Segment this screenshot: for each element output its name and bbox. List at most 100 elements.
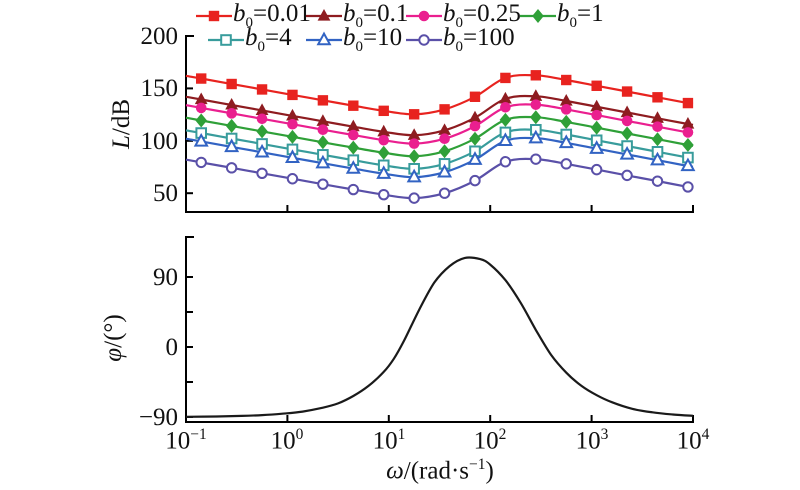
triangle-open-marker-icon bbox=[497, 132, 513, 146]
triangle-filled-marker-icon bbox=[529, 89, 543, 101]
legend-marker-square-filled-icon bbox=[196, 10, 232, 22]
square-filled-marker-icon bbox=[652, 92, 663, 103]
circle-open-marker-icon bbox=[560, 158, 572, 170]
magnitude-y-axis-label: L/dB bbox=[108, 99, 136, 149]
square-filled-marker-icon bbox=[256, 84, 268, 95]
circle-filled-marker-icon bbox=[591, 109, 602, 121]
diamond-filled-marker-icon bbox=[347, 140, 360, 155]
x-tick-label-10e4: 104 bbox=[676, 426, 710, 455]
circle-open-marker-icon bbox=[651, 175, 664, 187]
circle-filled-marker-icon bbox=[256, 113, 268, 125]
triangle-open-marker-icon bbox=[650, 151, 665, 166]
phase-ytick-label--90: −90 bbox=[138, 404, 178, 431]
diamond-filled-marker-icon bbox=[621, 126, 633, 141]
circle-filled-marker-icon bbox=[317, 124, 329, 135]
circle-open-marker-icon bbox=[438, 187, 451, 199]
square-filled-marker-icon bbox=[226, 78, 237, 90]
triangle-filled-marker-icon bbox=[317, 9, 331, 21]
phase-ytick-label-90: 90 bbox=[153, 264, 178, 291]
magnitude-ylabel-var: L bbox=[108, 135, 135, 150]
circle-open-marker-icon bbox=[378, 188, 390, 201]
square-filled-marker-icon bbox=[500, 72, 511, 84]
triangle-filled-marker-icon bbox=[194, 92, 208, 105]
legend-item-b0-0.01: b0=0.01 bbox=[196, 0, 311, 31]
triangle-filled-marker-icon bbox=[346, 119, 360, 132]
diamond-filled-marker-icon bbox=[256, 124, 268, 139]
series-b0-10 bbox=[185, 129, 696, 183]
triangle-open-marker-icon bbox=[619, 145, 635, 160]
legend-marker-square-open-icon bbox=[208, 34, 244, 46]
circle-filled-marker-icon bbox=[560, 104, 572, 115]
circle-open-marker-icon bbox=[195, 156, 207, 169]
phase-ytick-label-0: 0 bbox=[165, 334, 179, 361]
circle-filled-marker-icon bbox=[195, 102, 207, 114]
legend-label-b0-0.25: b0=0.25 bbox=[443, 0, 521, 31]
diamond-filled-marker-icon bbox=[195, 113, 208, 128]
triangle-open-marker-icon bbox=[437, 163, 453, 178]
diamond-filled-marker-icon bbox=[590, 120, 603, 135]
triangle-filled-marker-icon bbox=[438, 123, 451, 135]
magnitude-plot-axes bbox=[185, 35, 694, 213]
x-axis-label: ω/(rad·s−1) bbox=[386, 456, 494, 485]
legend-item-b0-10: b0=10 bbox=[306, 24, 402, 55]
triangle-filled-marker-icon bbox=[286, 108, 299, 121]
square-filled-marker-icon bbox=[408, 109, 420, 120]
legend-label-b0-100: b0=100 bbox=[443, 24, 515, 55]
circle-filled-marker-icon bbox=[287, 118, 298, 130]
circle-filled-marker-icon bbox=[226, 108, 237, 119]
triangle-open-marker-icon bbox=[316, 31, 332, 46]
triangle-filled-marker-icon bbox=[255, 103, 269, 116]
triangle-open-marker-icon bbox=[284, 149, 300, 163]
diamond-filled-marker-icon bbox=[317, 135, 329, 150]
triangle-filled-marker-icon bbox=[468, 110, 482, 123]
circle-filled-marker-icon bbox=[682, 127, 694, 138]
circle-filled-marker-icon bbox=[378, 134, 390, 146]
circle-open-marker-icon bbox=[530, 153, 542, 165]
square-filled-marker-icon bbox=[317, 95, 329, 106]
series-b0-0.1 bbox=[185, 89, 695, 140]
square-filled-marker-icon bbox=[348, 100, 359, 111]
x-tick-label-10e2: 102 bbox=[473, 426, 507, 455]
square-filled-marker-icon bbox=[196, 73, 207, 84]
triangle-open-marker-icon bbox=[193, 132, 209, 147]
legend-item-b0-0.1: b0=0.1 bbox=[306, 0, 408, 31]
circle-open-marker-icon bbox=[408, 192, 420, 204]
legend-item-b0-1: b0=1 bbox=[520, 0, 604, 31]
series-b0-1 bbox=[185, 110, 694, 164]
square-filled-marker-icon bbox=[682, 97, 694, 109]
circle-filled-marker-icon bbox=[530, 99, 542, 110]
triangle-filled-marker-icon bbox=[681, 117, 695, 129]
circle-open-marker-icon bbox=[499, 156, 512, 168]
triangle-filled-marker-icon bbox=[590, 99, 604, 112]
square-filled-marker-icon bbox=[208, 10, 220, 22]
phase-curve bbox=[185, 256, 694, 418]
diamond-filled-marker-icon bbox=[377, 145, 390, 160]
triangle-open-marker-icon bbox=[315, 154, 331, 169]
diamond-filled-marker-icon bbox=[532, 9, 544, 23]
diamond-filled-marker-icon bbox=[682, 137, 694, 152]
circle-open-marker-icon bbox=[621, 169, 633, 182]
circle-open-marker-icon bbox=[418, 34, 430, 46]
xlabel-end: ) bbox=[485, 457, 494, 485]
legend-item-b0-0.25: b0=0.25 bbox=[406, 0, 521, 31]
x-tick-label-10e1: 101 bbox=[372, 426, 406, 455]
circle-filled-marker-icon bbox=[621, 115, 633, 127]
series-b0-0.01 bbox=[185, 70, 694, 120]
triangle-filled-marker-icon bbox=[620, 105, 634, 118]
diamond-filled-marker-icon bbox=[225, 118, 238, 133]
square-filled-marker-icon bbox=[591, 80, 602, 91]
square-filled-marker-icon bbox=[530, 70, 542, 81]
legend-label-b0-0.01: b0=0.01 bbox=[233, 0, 311, 31]
triangle-open-marker-icon bbox=[376, 165, 392, 179]
triangle-filled-marker-icon bbox=[316, 114, 330, 126]
legend-label-b0-4: b0=4 bbox=[245, 24, 292, 55]
triangle-open-marker-icon bbox=[406, 168, 422, 183]
diamond-filled-marker-icon bbox=[286, 129, 299, 144]
x-tick-label-10e0: 100 bbox=[270, 426, 304, 455]
diamond-filled-marker-icon bbox=[651, 132, 664, 147]
magnitude-ytick-label-50: 50 bbox=[153, 180, 178, 207]
legend-label-b0-10: b0=10 bbox=[343, 24, 403, 55]
x-tick-label-10e3: 103 bbox=[575, 426, 609, 455]
